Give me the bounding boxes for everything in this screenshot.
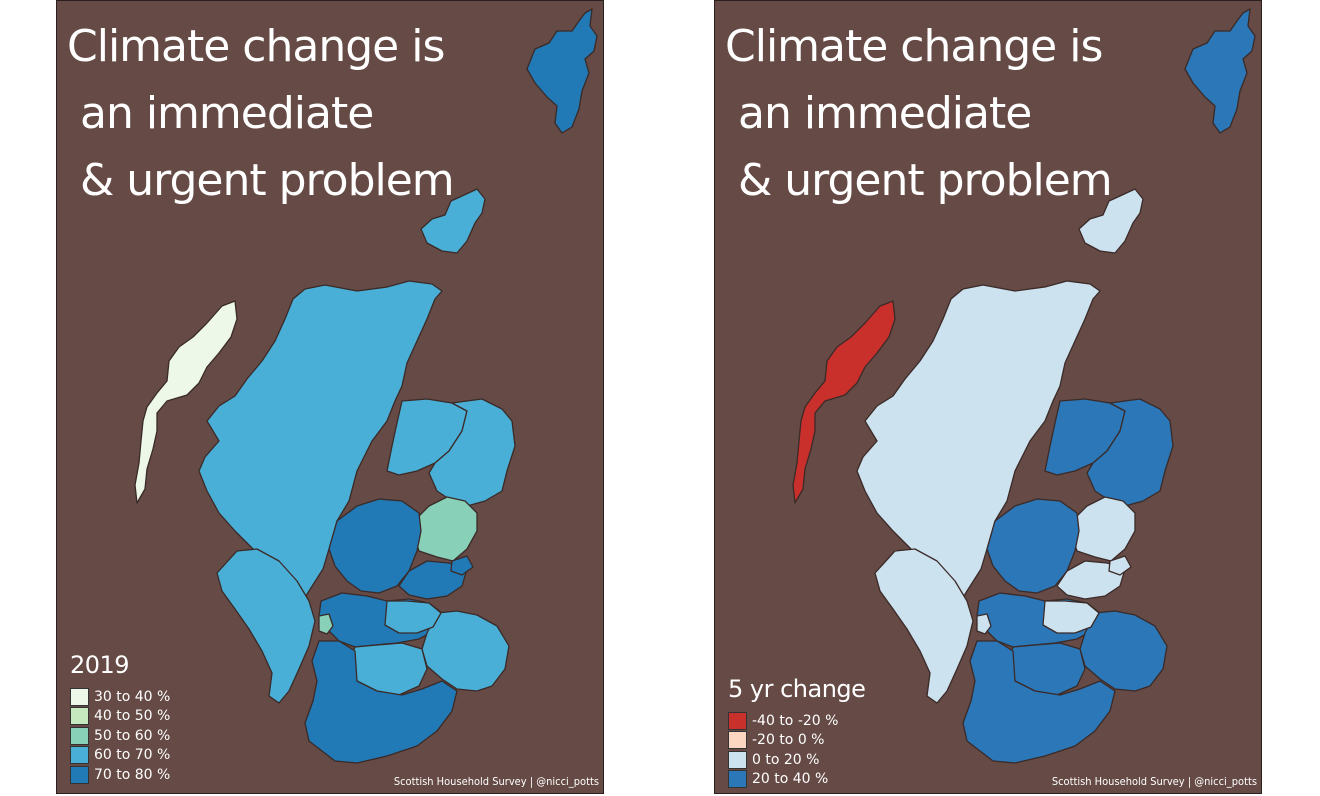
region-fife xyxy=(1056,560,1126,600)
title-line-2: an immediate xyxy=(725,88,1032,139)
region-ayrshire-dumfries xyxy=(304,640,458,764)
legend-swatch xyxy=(728,750,747,769)
map-title: Climate change is an immediate & urgent … xyxy=(725,13,1113,214)
legend-swatch xyxy=(70,765,89,784)
title-line-2: an immediate xyxy=(67,88,374,139)
legend-swatch xyxy=(728,770,747,789)
legend-item: 0 to 20 % xyxy=(728,750,865,770)
legend-label: 70 to 80 % xyxy=(94,766,171,783)
legend-swatch xyxy=(70,687,89,706)
region-angus xyxy=(412,496,478,562)
region-orkney xyxy=(420,188,486,254)
legend-swatch xyxy=(70,726,89,745)
region-lothians xyxy=(384,600,442,634)
source-caption: Scottish Household Survey | @nicci_potts xyxy=(1051,775,1257,788)
legend-item: 50 to 60 % xyxy=(70,726,170,746)
legend-label: 20 to 40 % xyxy=(752,771,829,788)
legend-items: 30 to 40 % 40 to 50 % 50 to 60 % 60 to 70 %… xyxy=(70,687,170,785)
legend-5yr-change: 5 yr change -40 to -20 % -20 to 0 % 0 to 2… xyxy=(728,675,866,789)
source-caption: Scottish Household Survey | @nicci_potts xyxy=(393,775,599,788)
title-line-1: Climate change is xyxy=(725,21,1103,72)
region-ayrshire-dumfries xyxy=(962,640,1116,764)
legend-label: 30 to 40 % xyxy=(94,688,171,705)
region-western-isles xyxy=(134,300,238,504)
legend-swatch xyxy=(70,707,89,726)
region-shetland xyxy=(1184,8,1256,134)
legend-swatch xyxy=(728,711,747,730)
region-dundee xyxy=(1108,555,1132,576)
legend-label: 40 to 50 % xyxy=(94,708,171,725)
map-panel-5yr-change: Climate change is an immediate & urgent … xyxy=(714,0,1262,794)
legend-swatch xyxy=(70,746,89,765)
title-line-3: & urgent problem xyxy=(67,155,455,206)
legend-item: 30 to 40 % xyxy=(70,687,170,707)
legend-label: -20 to 0 % xyxy=(752,732,825,749)
legend-item: 40 to 50 % xyxy=(70,707,170,727)
legend-item: 70 to 80 % xyxy=(70,765,170,785)
legend-title: 5 yr change xyxy=(728,675,866,703)
region-western-isles xyxy=(792,300,896,504)
scotland-map-2019 xyxy=(134,8,598,764)
legend-label: -40 to -20 % xyxy=(752,712,839,729)
legend-title: 2019 xyxy=(70,651,130,679)
title-line-1: Climate change is xyxy=(67,21,445,72)
region-orkney xyxy=(1078,188,1144,254)
legend-item: 20 to 40 % xyxy=(728,770,865,790)
region-dundee xyxy=(450,555,474,576)
region-argyll xyxy=(874,548,974,704)
scotland-map-5yr-change xyxy=(792,8,1256,764)
legend-items: -40 to -20 % -20 to 0 % 0 to 20 % 20 to 40 … xyxy=(728,711,865,789)
region-inverclyde xyxy=(976,613,992,635)
legend-2019: 2019 30 to 40 % 40 to 50 % 50 to 60 % 60 to… xyxy=(70,651,170,785)
legend-item: 60 to 70 % xyxy=(70,746,170,766)
region-highland xyxy=(198,280,443,602)
title-line-3: & urgent problem xyxy=(725,155,1113,206)
legend-swatch xyxy=(728,731,747,750)
legend-item: -40 to -20 % xyxy=(728,711,865,731)
region-lothians xyxy=(1042,600,1100,634)
legend-label: 50 to 60 % xyxy=(94,727,171,744)
map-panel-2019: Climate change is an immediate & urgent … xyxy=(56,0,604,794)
legend-label: 0 to 20 % xyxy=(752,751,820,768)
map-title: Climate change is an immediate & urgent … xyxy=(67,13,455,214)
legend-label: 60 to 70 % xyxy=(94,747,171,764)
region-angus xyxy=(1070,496,1136,562)
legend-item: -20 to 0 % xyxy=(728,731,865,751)
region-shetland xyxy=(526,8,598,134)
region-fife xyxy=(398,560,468,600)
region-highland xyxy=(856,280,1101,602)
region-argyll xyxy=(216,548,316,704)
region-inverclyde xyxy=(318,613,334,635)
